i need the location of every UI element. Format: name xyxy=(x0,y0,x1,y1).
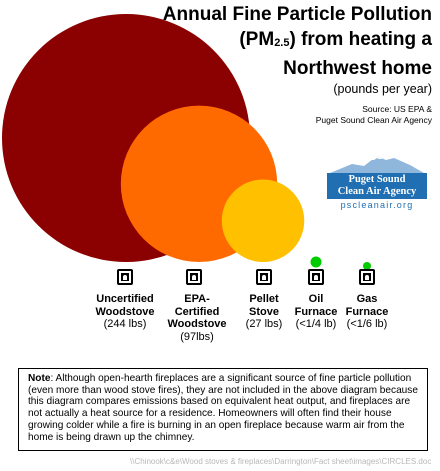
title-block: Annual Fine Particle Pollution (PM2.5) f… xyxy=(163,2,432,126)
logo-url: pscleanair.org xyxy=(340,200,414,210)
agency-logo: Puget Sound Clean Air Agency pscleanair.… xyxy=(322,150,432,212)
logo-line-1: Puget Sound xyxy=(348,174,406,185)
stove-icon xyxy=(359,269,375,285)
source-line-1: Source: US EPA & xyxy=(362,104,432,114)
title-pm-prefix: (PM xyxy=(239,29,275,50)
title-pm-subscript: 2.5 xyxy=(274,37,290,49)
chart-title-line-1: Annual Fine Particle Pollution xyxy=(162,4,432,25)
category-label-epa-certified: EPA- Certified Woodstove (97lbs) xyxy=(167,293,227,343)
note-box: Note: Although open-hearth fireplaces ar… xyxy=(18,368,428,451)
category-label-oil: Oil Furnace (<1/4 lb) xyxy=(294,293,338,330)
stove-icon xyxy=(186,269,202,285)
source-line-2: Puget Sound Clean Air Agency xyxy=(315,115,432,125)
chart-title-line-2: (PM2.5) from heating a xyxy=(163,27,432,56)
source-credit: Source: US EPA & Puget Sound Clean Air A… xyxy=(163,104,432,126)
bubble-gas-furnace xyxy=(363,262,371,270)
file-path-footer: \\Chinook\c&e\Wood stoves & fireplaces\D… xyxy=(130,457,432,466)
category-label-pellet: Pellet Stove (27 lbs) xyxy=(245,293,283,330)
stove-icon xyxy=(117,269,133,285)
note-heading: Note xyxy=(28,373,51,384)
mountain-logo-icon xyxy=(330,156,424,173)
category-label-gas: Gas Furnace (<1/6 lb) xyxy=(345,293,389,330)
chart-title-line-3: Northwest home xyxy=(283,58,432,79)
note-text: : Although open-hearth fireplaces are a … xyxy=(28,373,418,443)
bubble-oil-furnace xyxy=(310,256,322,268)
stove-icon xyxy=(256,269,272,285)
category-label-uncertified: Uncertified Woodstove (244 lbs) xyxy=(95,293,155,330)
logo-wordmark: Puget Sound Clean Air Agency xyxy=(327,173,427,199)
logo-line-2: Clean Air Agency xyxy=(337,186,417,197)
chart-subtitle: (pounds per year) xyxy=(333,82,432,96)
title-pm-suffix: ) from heating a xyxy=(289,29,432,50)
bubble-pellet-stove xyxy=(221,179,305,262)
stove-icon xyxy=(308,269,324,285)
